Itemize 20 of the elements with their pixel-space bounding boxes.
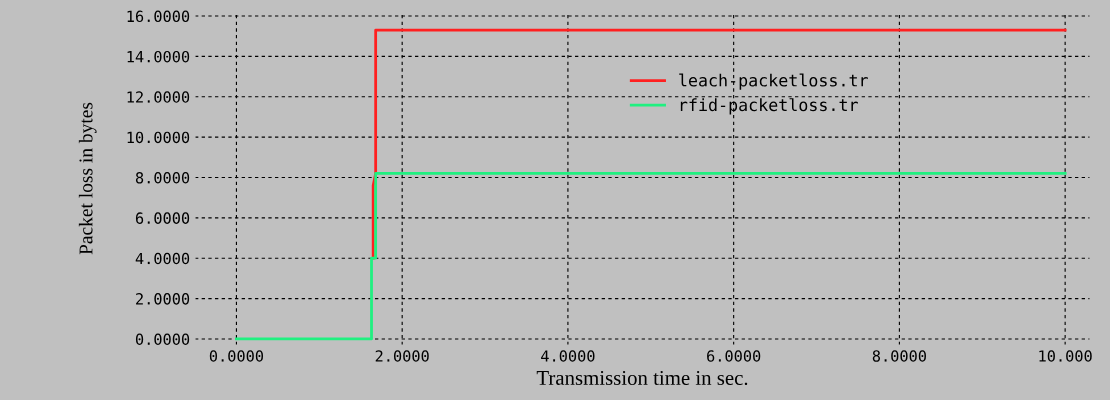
y-tick-label: 8.0000 — [135, 172, 190, 184]
x-axis-title: Transmission time in sec. — [536, 370, 748, 386]
y-axis-title: Packet loss in bytes — [78, 102, 97, 255]
y-tick-label: 4.0000 — [135, 252, 190, 265]
legend-label: rfid-packetloss.tr — [680, 98, 858, 115]
y-tick-label: 14.0000 — [127, 50, 190, 63]
y-tick-label: 10.0000 — [127, 131, 190, 144]
y-tick-label: 16.0000 — [127, 10, 190, 23]
line-series — [371, 28, 1067, 260]
y-tick-label: 0.0000 — [135, 333, 190, 346]
x-tick-label: 6.0000 — [707, 350, 761, 362]
y-tick-label: 12.0000 — [127, 91, 190, 103]
x-tick-label: 0.0000 — [209, 350, 264, 362]
x-tick-label: 8.0000 — [872, 350, 926, 362]
x-tick-label: 4.0000 — [541, 350, 595, 362]
x-tick-label: 10.000 — [1039, 350, 1092, 362]
legend-label: leach-packetloss.tr — [679, 73, 868, 90]
x-tick-label: 2.0000 — [375, 350, 429, 362]
y-tick-label: 2.0000 — [136, 293, 190, 305]
y-tick-label: 6.0000 — [135, 212, 190, 224]
